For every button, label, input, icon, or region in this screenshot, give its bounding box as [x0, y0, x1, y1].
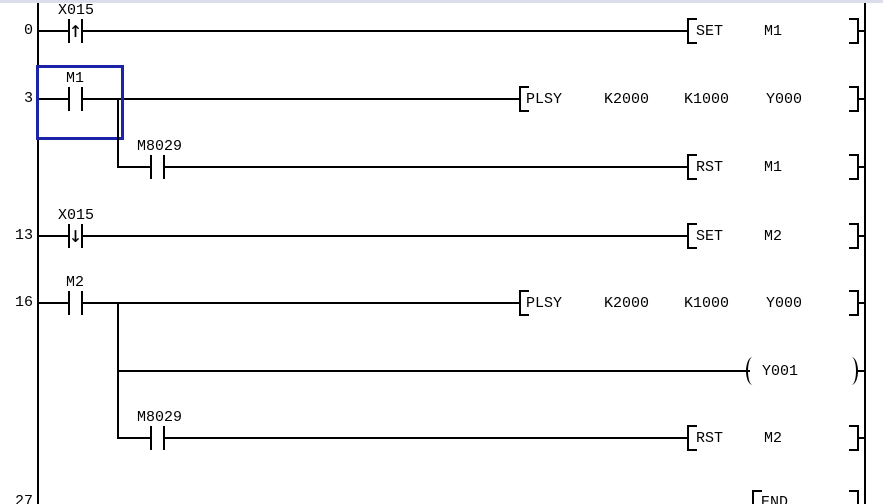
contact-bar[interactable] — [81, 224, 83, 248]
instruction-op-set[interactable]: SET — [696, 228, 724, 245]
rung-line — [38, 30, 68, 32]
rung-line — [857, 166, 864, 168]
step-number: 0 — [23, 22, 33, 39]
rung-line — [118, 437, 150, 439]
contact-bar[interactable] — [163, 426, 165, 450]
instruction-arg-s1[interactable]: K2000 — [604, 295, 650, 312]
instruction-arg-s1[interactable]: K2000 — [604, 91, 650, 108]
instruction-operand[interactable]: M1 — [764, 159, 783, 176]
window-bottom-edge — [0, 0, 883, 3]
rung-line — [83, 235, 687, 237]
rung-line — [856, 370, 864, 372]
instruction-open-bracket[interactable] — [752, 490, 762, 504]
instruction-op-rst[interactable]: RST — [696, 430, 724, 447]
contact-bar[interactable] — [68, 224, 70, 248]
contact-bar[interactable] — [81, 291, 83, 315]
instruction-op-rst[interactable]: RST — [696, 159, 724, 176]
contact-bar[interactable] — [150, 155, 152, 179]
rung-line — [857, 437, 864, 439]
contact-label-m8029[interactable]: M8029 — [137, 138, 183, 155]
rung-line — [857, 302, 864, 304]
instruction-operand[interactable]: M2 — [764, 228, 783, 245]
contact-label-m8029[interactable]: M8029 — [137, 409, 183, 426]
rung-line — [83, 30, 687, 32]
branch-line — [117, 99, 119, 168]
instruction-close-bracket[interactable] — [849, 490, 859, 504]
rung-line — [857, 30, 864, 32]
rung-line — [83, 98, 519, 100]
rung-line — [38, 302, 68, 304]
instruction-operand[interactable]: M1 — [764, 23, 783, 40]
selection-cursor — [36, 65, 124, 140]
contact-label-x015[interactable]: X015 — [58, 207, 95, 224]
left-power-rail — [37, 0, 39, 504]
contact-bar[interactable] — [68, 19, 70, 43]
rung-line — [38, 98, 68, 100]
instruction-op-plsy[interactable]: PLSY — [526, 295, 563, 312]
instruction-open-bracket[interactable] — [687, 223, 697, 249]
step-number: 3 — [23, 90, 33, 107]
contact-bar[interactable] — [81, 87, 83, 111]
rung-line — [118, 370, 750, 372]
step-number: 16 — [14, 294, 33, 311]
instruction-op-plsy[interactable]: PLSY — [526, 91, 563, 108]
rung-line — [83, 302, 519, 304]
right-power-rail — [864, 0, 866, 504]
instruction-operand[interactable]: M2 — [764, 430, 783, 447]
instruction-op-end[interactable]: END — [761, 494, 789, 504]
rung-line — [857, 235, 864, 237]
rung-line — [165, 437, 687, 439]
coil-device[interactable]: Y001 — [762, 363, 799, 380]
contact-bar[interactable] — [163, 155, 165, 179]
contact-bar[interactable] — [81, 19, 83, 43]
rung-line — [165, 166, 687, 168]
rung-line — [857, 98, 864, 100]
instruction-open-bracket[interactable] — [519, 290, 529, 316]
instruction-open-bracket[interactable] — [519, 86, 529, 112]
instruction-arg-s2[interactable]: K1000 — [684, 295, 730, 312]
contact-bar[interactable] — [150, 426, 152, 450]
contact-label-m1[interactable]: M1 — [66, 70, 85, 87]
step-number: 27 — [14, 493, 33, 504]
contact-label-x015[interactable]: X015 — [58, 2, 95, 19]
falling-edge-arrow-icon: ↓ — [68, 223, 83, 248]
coil-open-paren[interactable] — [746, 357, 759, 385]
instruction-arg-s2[interactable]: K1000 — [684, 91, 730, 108]
instruction-arg-d[interactable]: Y000 — [766, 91, 803, 108]
contact-bar[interactable] — [68, 87, 70, 111]
instruction-open-bracket[interactable] — [687, 425, 697, 451]
rising-edge-arrow-icon: ↑ — [68, 18, 83, 43]
instruction-open-bracket[interactable] — [687, 154, 697, 180]
contact-bar[interactable] — [68, 291, 70, 315]
contact-label-m2[interactable]: M2 — [66, 274, 85, 291]
instruction-arg-d[interactable]: Y000 — [766, 295, 803, 312]
instruction-open-bracket[interactable] — [687, 18, 697, 44]
instruction-op-set[interactable]: SET — [696, 23, 724, 40]
rung-line — [118, 166, 150, 168]
rung-line — [38, 235, 68, 237]
step-number: 13 — [14, 227, 33, 244]
